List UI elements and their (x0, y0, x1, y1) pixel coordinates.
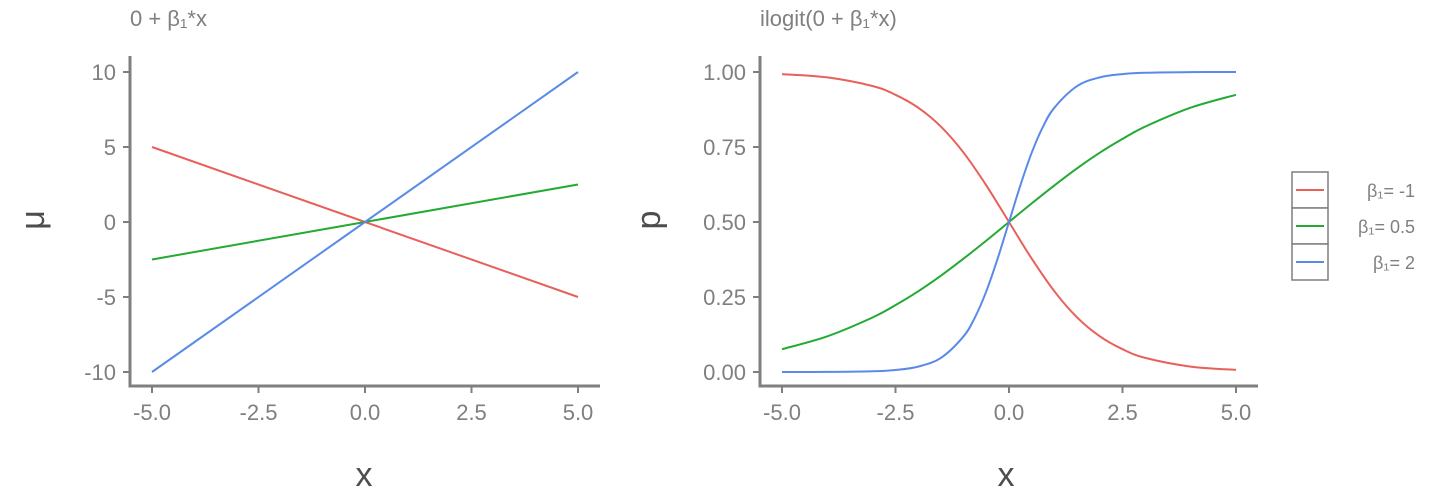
y-tick-label: 0 (104, 210, 116, 235)
y-tick-label: 5 (104, 135, 116, 160)
y-axis-title: μ (14, 210, 52, 230)
series-line (151, 71, 579, 373)
y-tick-label: -5 (96, 285, 116, 310)
x-tick-label: 0.0 (350, 400, 381, 425)
series-lines (151, 71, 579, 373)
y-tick-label: 0.00 (703, 360, 746, 385)
axis-ticks: -10 -5 0 5 10 -5.0 -2.5 0.0 2.5 5.0 (84, 60, 593, 425)
x-tick-label: -5.0 (763, 400, 801, 425)
legend-label-2: β₁= 2 (1373, 253, 1415, 273)
y-tick-label: 1.00 (703, 60, 746, 85)
legend-label-1: β₁= 0.5 (1358, 217, 1415, 237)
y-tick-label: 10 (92, 60, 116, 85)
axis-lines (128, 56, 600, 388)
axis-lines (758, 56, 1258, 388)
x-axis-title: x (998, 456, 1015, 494)
y-axis-title: p (630, 211, 668, 230)
x-tick-label: 5.0 (1221, 400, 1252, 425)
probability-panel: ilogit(0 + β₁*x) p x 0.00 0.25 0.50 0.75 1.0… (630, 6, 1258, 494)
x-tick-label: -2.5 (877, 400, 915, 425)
y-tick-label: 0.25 (703, 285, 746, 310)
panel-title: ilogit(0 + β₁*x) (760, 6, 897, 31)
x-tick-label: 2.5 (456, 400, 487, 425)
x-tick-label: -2.5 (240, 400, 278, 425)
x-axis-title: x (356, 456, 373, 494)
panel-title: 0 + β₁*x (130, 6, 207, 31)
linear-predictor-panel: 0 + β₁*x μ x -10 -5 0 5 10 -5.0 -2.5 0.0 2.5 5.0 (14, 6, 600, 494)
x-tick-label: 0.0 (994, 400, 1025, 425)
x-tick-label: 5.0 (563, 400, 594, 425)
x-tick-label: -5.0 (133, 400, 171, 425)
x-tick-label: 2.5 (1107, 400, 1138, 425)
y-tick-label: -10 (84, 360, 116, 385)
series-line (781, 71, 1237, 373)
legend-label-0: β₁= -1 (1367, 181, 1415, 201)
series-lines (781, 71, 1237, 373)
y-tick-label: 0.75 (703, 135, 746, 160)
y-tick-label: 0.50 (703, 210, 746, 235)
axis-ticks: 0.00 0.25 0.50 0.75 1.00 -5.0 -2.5 0.0 2.5 5.0 (703, 60, 1251, 425)
legend: β₁= -1 β₁= 0.5 β₁= 2 (1291, 171, 1415, 281)
